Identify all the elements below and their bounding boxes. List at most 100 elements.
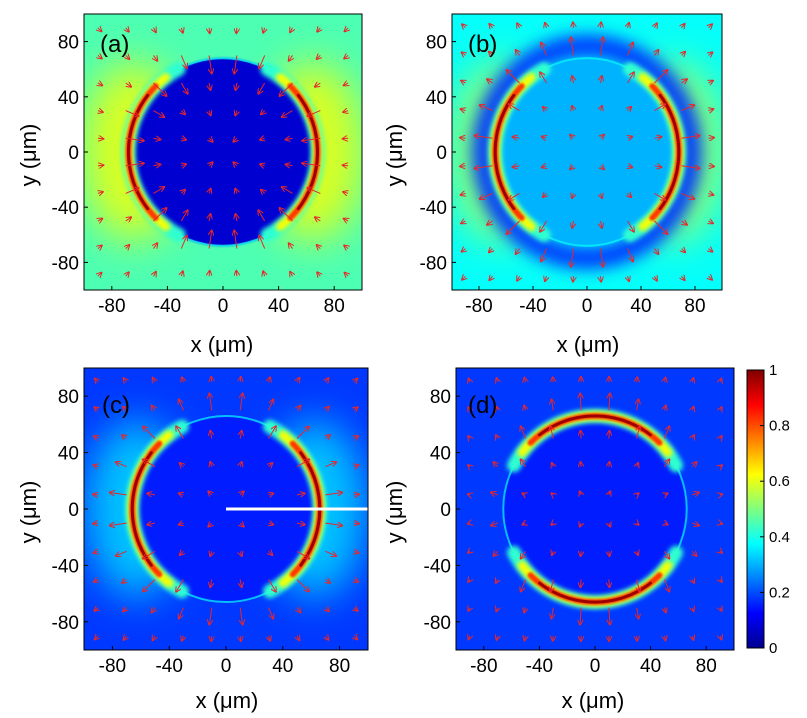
field-arrow <box>601 193 603 198</box>
field-arrow <box>542 137 547 139</box>
field-arrow <box>581 579 582 588</box>
field-arrow <box>317 28 320 32</box>
field-arrow <box>258 82 266 94</box>
y-tick-label: -80 <box>420 253 447 274</box>
field-arrow <box>572 106 574 111</box>
y-axis-label-b: y (μm) <box>382 124 407 187</box>
field-arrow <box>325 435 330 438</box>
field-arrow <box>302 138 321 141</box>
field-arrow <box>236 82 237 90</box>
field-arrow <box>637 579 640 592</box>
x-tick-label: -40 <box>519 296 546 317</box>
panel-b: (b) 80 40 0 -40 -80 -80 -40 0 40 80 x (μm) y (μm… <box>382 13 723 357</box>
field-arrow <box>181 28 183 33</box>
field-arrow <box>553 636 554 641</box>
y-tick-label: 0 <box>440 500 451 521</box>
y-ticks-b: 80 40 0 -40 -80 <box>420 33 456 274</box>
field-arrow <box>541 43 547 56</box>
field-arrow <box>601 248 604 267</box>
field-arrow <box>720 580 722 582</box>
field-arrow <box>123 407 127 411</box>
field-arrow <box>474 136 493 139</box>
field-arrow <box>209 82 210 90</box>
field-arrow <box>552 463 554 467</box>
colorbar-tick-label: 0.4 <box>769 529 790 546</box>
field-arrow <box>354 436 358 438</box>
field-arrow <box>209 189 211 194</box>
field-arrow <box>609 523 610 527</box>
field-arrow <box>317 55 321 59</box>
x-tick-label: -40 <box>526 656 553 677</box>
field-arrow <box>210 579 212 588</box>
field-arrow <box>628 276 630 281</box>
field-arrow <box>125 163 144 166</box>
field-arrow <box>491 523 498 525</box>
x-tick-label: 80 <box>329 656 350 677</box>
y-tick-label: -80 <box>424 613 451 634</box>
field-arrow <box>521 459 526 467</box>
x-ticks-a: -80 -40 0 40 80 <box>98 286 345 317</box>
field-arrow <box>269 493 274 495</box>
field-arrow <box>208 491 212 495</box>
disk-halo <box>472 34 702 270</box>
field-arrow <box>98 273 102 277</box>
field-arrow <box>665 493 668 495</box>
field-arrow <box>297 378 299 382</box>
field-arrow <box>240 491 244 495</box>
field-arrow <box>208 523 212 527</box>
vector-field <box>93 377 359 641</box>
field-arrow <box>513 137 520 138</box>
field-arrow <box>720 523 722 524</box>
field-arrow <box>354 608 358 611</box>
field-arrow <box>344 55 348 58</box>
field-arrow <box>269 463 273 467</box>
x-tick-label: 80 <box>324 296 345 317</box>
y-tick-label: 40 <box>58 88 79 109</box>
field-arrow <box>720 465 722 467</box>
x-ticks-c: -80 -40 0 40 80 <box>99 646 350 677</box>
colorbar-tick-label: 0.6 <box>769 473 790 490</box>
field-arrow <box>525 378 526 382</box>
field-arrow <box>628 193 632 197</box>
field-arrow <box>580 491 581 495</box>
field-arrow <box>153 187 165 194</box>
field-arrow <box>665 406 666 411</box>
heatmap-c <box>83 367 369 651</box>
field-arrow <box>97 138 103 139</box>
field-arrow <box>354 407 358 410</box>
field-arrow <box>210 431 212 439</box>
field-arrow <box>637 607 639 619</box>
field-arrow <box>543 107 547 111</box>
field-arrow <box>94 407 98 410</box>
field-arrow <box>655 276 657 280</box>
field-arrow <box>116 462 127 468</box>
field-arrow <box>259 236 266 249</box>
field-arrow <box>570 166 574 170</box>
field-arrow <box>627 72 634 84</box>
field-arrow <box>354 636 358 640</box>
field-arrow <box>97 165 103 166</box>
field-arrow <box>580 607 581 625</box>
field-arrow <box>550 426 553 439</box>
field-arrow <box>153 378 155 382</box>
colorbar-gradient <box>746 369 765 649</box>
field-arrow <box>654 220 668 234</box>
field-arrow <box>601 276 602 281</box>
field-arrow <box>468 551 470 553</box>
field-arrow <box>240 431 242 439</box>
field-arrow <box>654 192 666 199</box>
field-arrow <box>126 28 129 32</box>
field-arrow <box>93 551 98 553</box>
x-tick-label: -80 <box>465 296 492 317</box>
field-arrow <box>462 249 466 252</box>
field-arrow <box>521 579 526 592</box>
field-arrow <box>601 220 602 228</box>
field-arrow <box>286 138 293 139</box>
field-arrow <box>143 459 156 468</box>
field-arrow <box>240 579 242 588</box>
field-arrow <box>268 579 276 592</box>
field-arrow <box>493 551 497 556</box>
field-arrow <box>240 636 241 641</box>
field-arrow <box>125 188 139 194</box>
